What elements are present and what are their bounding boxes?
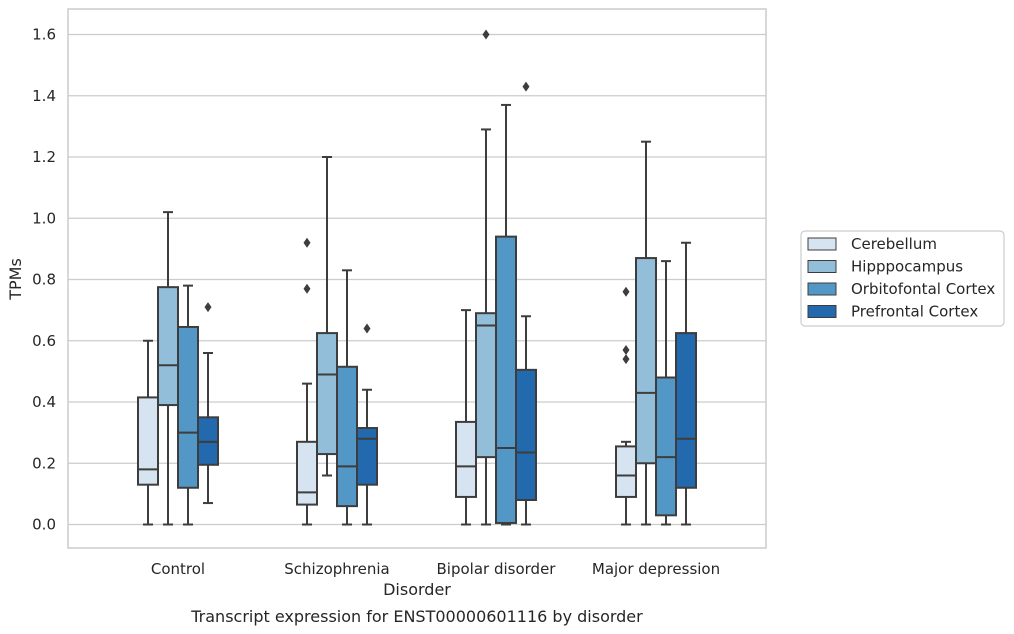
x-axis-label: Disorder [383,580,451,599]
box-body [455,420,477,498]
x-tick-label: Major depression [592,560,720,578]
outlier-point [363,323,371,334]
box-prefrontal-cortex [197,302,219,505]
box-body [495,235,517,524]
box-body [356,427,378,486]
outlier-point [622,286,630,297]
outlier-point [622,354,630,365]
outlier-point [622,344,630,355]
box-cerebellum [615,286,637,526]
box-body [515,368,537,501]
box-body [316,332,338,456]
y-tick-label: 1.0 [32,209,56,227]
outlier-point [303,237,311,248]
box-body [675,332,697,489]
box-prefrontal-cortex [675,241,697,526]
legend: Cerebellum Hipppocampus Orbitofontal Corte… [800,230,1005,327]
y-tick-label: 1.6 [32,26,56,44]
legend-label: Prefrontal Cortex [851,303,978,321]
legend-swatch [807,260,837,273]
box-body [137,396,159,486]
box-cerebellum [455,309,477,526]
y-tick-label: 0.6 [32,332,56,350]
plot-frame [67,8,767,549]
box-hipppocampus [316,156,338,477]
y-tick-label: 1.4 [32,87,56,105]
y-axis-label: TPMs [6,258,25,301]
outlier-point [482,29,490,40]
box-body [157,286,179,407]
box-prefrontal-cortex [356,323,378,526]
x-tick-label: Bipolar disorder [437,560,557,578]
y-tick-label: 0.2 [32,454,56,472]
outlier-point [522,81,530,92]
legend-swatch [807,282,837,296]
outlier-point [204,302,212,313]
box-body [177,325,199,489]
y-tick-label: 1.2 [32,148,56,166]
box-cerebellum [137,339,159,526]
x-ticks: Control Schizophrenia Bipolar disorder Majo… [151,560,720,578]
y-tick-label: 0.8 [32,271,56,289]
legend-label: Cerebellum [851,235,937,253]
box-hipppocampus [157,211,179,526]
box-body [635,257,657,465]
legend-label: Hipppocampus [851,258,963,276]
box-cerebellum [296,237,318,526]
box-hipppocampus [635,140,657,526]
chart-caption: Transcript expression for ENST0000060111… [190,607,643,626]
boxes [137,29,697,526]
box-body [475,312,497,459]
y-ticks: 0.0 0.2 0.4 0.6 0.8 1.0 1.2 1.4 1.6 [32,26,56,534]
y-tick-label: 0.0 [32,516,56,534]
box-body [655,376,677,517]
legend-label: Orbitofontal Cortex [851,280,995,298]
legend-swatch [807,305,837,318]
legend-swatch [807,237,837,251]
x-tick-label: Control [151,560,205,578]
outlier-point [303,283,311,294]
box-body [296,440,318,506]
y-tick-label: 0.4 [32,393,56,411]
box-body [615,445,637,498]
box-prefrontal-cortex [515,81,537,526]
x-tick-label: Schizophrenia [284,560,389,578]
box-orbitofontal-cortex [177,284,199,526]
box-body [336,365,358,508]
legend-frame [800,230,1005,327]
